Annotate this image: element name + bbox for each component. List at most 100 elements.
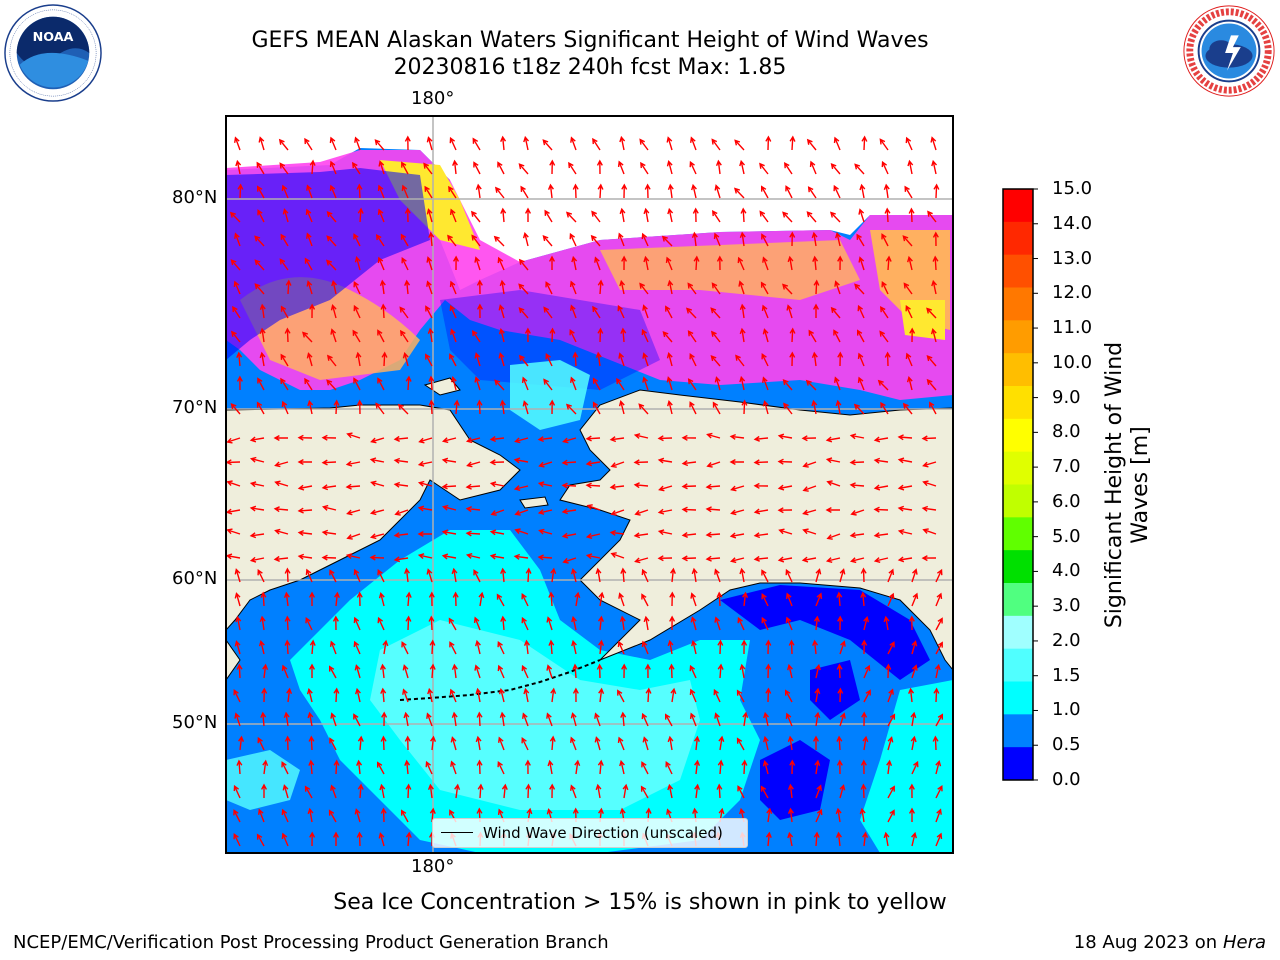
wave-direction-arrow [549, 159, 556, 175]
wave-direction-arrow [523, 687, 530, 703]
wave-direction-arrow [619, 279, 626, 295]
wave-direction-arrow [787, 807, 794, 823]
wave-direction-arrow [426, 208, 433, 223]
wave-direction-arrow [369, 554, 385, 561]
wave-direction-arrow [639, 138, 649, 151]
wave-direction-arrow [714, 712, 721, 727]
wave-direction-arrow [592, 401, 601, 415]
wave-direction-arrow [933, 183, 940, 199]
wave-direction-arrow [689, 688, 697, 703]
wave-direction-arrow [711, 282, 721, 295]
wave-direction-arrow [714, 568, 721, 583]
wave-direction-arrow [666, 159, 673, 175]
low-wave-region-south [760, 740, 830, 820]
wave-direction-arrow [381, 351, 388, 367]
wave-direction-arrow [620, 567, 627, 583]
wave-direction-arrow [813, 279, 820, 295]
wave-direction-arrow [377, 761, 385, 775]
wave-direction-arrow [638, 403, 649, 415]
wave-direction-arrow [834, 280, 841, 295]
wave-direction-arrow [273, 434, 288, 442]
wave-direction-arrow [329, 160, 337, 175]
wave-direction-arrow [375, 233, 385, 247]
wave-direction-arrow [762, 328, 769, 343]
wave-direction-arrow [353, 304, 361, 319]
wave-direction-arrow [687, 378, 697, 391]
wave-direction-arrow [380, 735, 387, 751]
wave-direction-arrow [911, 831, 917, 847]
wave-direction-arrow [595, 567, 602, 583]
wave-direction-arrow [518, 163, 529, 175]
wave-direction-arrow [765, 639, 772, 655]
noaa-logo: NOAA [4, 4, 102, 102]
wave-direction-arrow [761, 185, 769, 199]
wave-direction-arrow [570, 567, 577, 583]
wave-direction-arrow [402, 351, 409, 367]
wave-direction-arrow [380, 303, 387, 319]
wave-direction-arrow [353, 616, 361, 631]
wave-direction-arrow [761, 304, 769, 319]
wave-direction-arrow [354, 255, 361, 271]
wave-direction-arrow [712, 401, 721, 415]
wave-direction-arrow [815, 808, 823, 823]
wave-direction-arrow [561, 459, 577, 466]
colorbar-tick-label: 0.5 [1052, 734, 1081, 756]
wave-direction-arrow [279, 162, 289, 175]
wave-direction-arrow [730, 485, 745, 492]
wave-direction-arrow [309, 159, 316, 175]
wave-direction-arrow [633, 459, 649, 466]
wave-direction-arrow [739, 159, 746, 175]
wave-direction-arrow [598, 591, 605, 607]
colorbar-tick-label: 9.0 [1052, 386, 1081, 408]
wave-direction-arrow [609, 529, 625, 536]
wave-direction-arrow [691, 183, 697, 199]
wave-direction-arrow [926, 307, 937, 319]
wave-direction-arrow [788, 639, 795, 655]
wave-direction-arrow [897, 434, 913, 441]
colorbar-tick-label: 1.5 [1052, 664, 1081, 686]
wave-direction-arrow [760, 281, 769, 295]
wave-direction-arrow [472, 137, 481, 151]
wave-direction-arrow [537, 554, 553, 561]
wave-direction-arrow [815, 784, 822, 799]
wave-direction-arrow [238, 735, 245, 751]
wave-direction-arrow [835, 831, 842, 847]
wave-direction-arrow [543, 306, 553, 319]
wave-direction-arrow [714, 184, 721, 199]
wave-direction-arrow [595, 351, 602, 367]
wave-direction-arrow [377, 329, 385, 343]
wave-direction-arrow [404, 135, 411, 151]
wave-direction-arrow [329, 136, 337, 151]
wave-direction-arrow [729, 458, 744, 466]
wave-direction-arrow [642, 352, 649, 367]
wave-direction-arrow [729, 557, 745, 564]
wave-direction-arrow [426, 280, 433, 295]
map-legend: Wind Wave Direction (unscaled) [432, 818, 748, 848]
wave-direction-arrow [333, 687, 340, 703]
wave-direction-arrow [689, 712, 697, 727]
wave-direction-arrow [763, 735, 769, 751]
wave-direction-arrow [548, 639, 555, 655]
wave-direction-arrow [715, 159, 722, 175]
wave-direction-arrow [911, 664, 918, 679]
wave-direction-arrow [357, 207, 364, 223]
wave-direction-arrow [572, 183, 579, 199]
wave-direction-arrow [921, 435, 937, 442]
wave-direction-arrow [789, 231, 796, 247]
wave-direction-arrow [546, 616, 553, 631]
wave-direction-arrow [777, 433, 793, 440]
wave-direction-arrow [657, 457, 673, 464]
wave-direction-arrow [802, 485, 817, 492]
wave-direction-arrow [574, 759, 581, 775]
wave-direction-arrow [737, 785, 745, 799]
wave-direction-arrow [549, 735, 556, 751]
wave-direction-arrow [233, 280, 241, 295]
wave-direction-arrow [621, 663, 628, 679]
wave-direction-arrow [249, 556, 265, 563]
colorbar-segment [1003, 254, 1033, 288]
wave-direction-arrow [935, 617, 943, 631]
wave-direction-arrow [641, 328, 649, 343]
wave-direction-arrow [932, 231, 939, 247]
wave-direction-arrow [694, 759, 701, 775]
wave-direction-arrow [549, 783, 556, 799]
